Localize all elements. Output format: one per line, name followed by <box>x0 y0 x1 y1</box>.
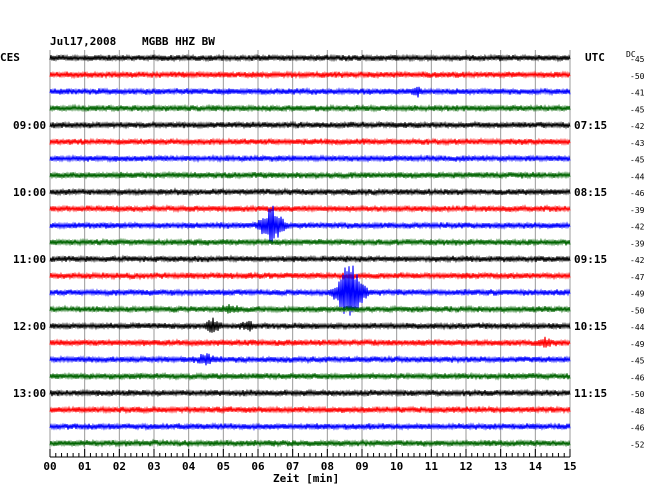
x-tick-label: 12 <box>459 460 472 473</box>
seismic-trace <box>49 237 571 247</box>
dc-offset-label: -42 <box>630 122 645 131</box>
seismic-trace <box>49 120 571 130</box>
chart-title: Jul17,2008 <box>50 35 116 48</box>
right-hour-label: 07:15 <box>574 119 607 132</box>
dc-offset-label: -50 <box>630 306 645 315</box>
seismic-trace <box>49 205 571 244</box>
left-hour-label: 10:00 <box>13 186 46 199</box>
seismic-trace <box>49 170 571 180</box>
right-timezone-label: UTC <box>585 51 605 64</box>
left-hour-label: 11:00 <box>13 253 46 266</box>
seismic-trace <box>49 154 571 163</box>
seismic-trace <box>49 103 571 113</box>
dc-column-label: DC <box>626 50 636 59</box>
x-tick-label: 00 <box>43 460 56 473</box>
x-axis-label: Zeit [min] <box>273 472 339 485</box>
seismic-trace <box>49 388 571 398</box>
left-timezone-label: CES <box>0 51 20 64</box>
seismic-trace <box>49 271 571 281</box>
seismic-trace <box>49 336 571 348</box>
dc-offset-label: -47 <box>630 273 645 282</box>
seismic-trace <box>49 187 571 197</box>
x-tick-label: 13 <box>494 460 507 473</box>
dc-offset-label: -46 <box>630 189 645 198</box>
left-hour-label: 12:00 <box>13 320 46 333</box>
x-tick-label: 05 <box>217 460 230 473</box>
chart-labels: Jul17,2008 MGBB HHZ BW CES UTC DC Zeit [… <box>0 35 645 485</box>
seismic-trace <box>49 422 571 432</box>
dc-offset-label: -39 <box>630 239 645 248</box>
dc-offset-label: -45 <box>630 156 645 165</box>
x-tick-label: 11 <box>425 460 439 473</box>
dc-offset-label: -42 <box>630 256 645 265</box>
dc-offset-label: -44 <box>630 172 645 181</box>
x-axis: 00 01 02 03 04 05 06 07 08 09 10 11 12 13 14 15 <box>43 449 577 473</box>
x-tick-label: 10 <box>390 460 403 473</box>
seismic-traces <box>49 53 571 448</box>
right-hour-label: 10:15 <box>574 320 607 333</box>
x-tick-label: 01 <box>78 460 92 473</box>
dc-offset-label: -45 <box>630 55 645 64</box>
dc-offset-label: -42 <box>630 223 645 232</box>
dc-offset-label: -45 <box>630 357 645 366</box>
x-tick-label: 03 <box>147 460 160 473</box>
dc-offset-label: -50 <box>630 390 645 399</box>
seismic-trace <box>49 204 571 214</box>
seismic-trace <box>49 254 571 264</box>
x-tick-label: 04 <box>182 460 196 473</box>
seismic-trace <box>49 53 571 63</box>
x-tick-label: 15 <box>563 460 576 473</box>
seismic-trace <box>49 265 571 316</box>
dc-offset-label: -49 <box>630 290 645 299</box>
dc-offset-label: -45 <box>630 105 645 114</box>
dc-offset-label: -43 <box>630 139 645 148</box>
seismic-trace <box>49 371 571 381</box>
x-tick-label: 07 <box>286 460 299 473</box>
dc-offset-label: -44 <box>630 323 645 332</box>
seismic-trace <box>49 317 571 333</box>
seismic-trace <box>49 86 571 98</box>
right-hour-label: 08:15 <box>574 186 607 199</box>
seismic-trace <box>49 304 571 314</box>
dc-offset-label: -49 <box>630 340 645 349</box>
x-tick-label: 08 <box>321 460 334 473</box>
dc-offset-label: -41 <box>630 89 645 98</box>
dc-offset-label: -46 <box>630 373 645 382</box>
seismic-trace <box>49 137 571 147</box>
seismic-trace <box>49 405 571 415</box>
station-label: MGBB HHZ BW <box>142 35 215 48</box>
right-hour-label: 11:15 <box>574 387 607 400</box>
dc-offset-label: -48 <box>630 407 645 416</box>
chart-grid <box>49 50 571 457</box>
x-tick-label: 06 <box>251 460 265 473</box>
seismic-trace <box>49 70 571 80</box>
seismic-trace <box>49 353 571 366</box>
right-hour-label: 09:15 <box>574 253 607 266</box>
left-hour-label: 13:00 <box>13 387 46 400</box>
x-tick-label: 09 <box>355 460 368 473</box>
left-hour-label: 09:00 <box>13 119 46 132</box>
x-tick-label: 14 <box>529 460 543 473</box>
x-tick-label: 02 <box>113 460 126 473</box>
seismic-trace <box>49 438 571 448</box>
dc-offset-label: -52 <box>630 440 645 449</box>
dc-offset-label: -50 <box>630 72 645 81</box>
dc-offset-label: -46 <box>630 424 645 433</box>
dc-offset-label: -39 <box>630 206 645 215</box>
